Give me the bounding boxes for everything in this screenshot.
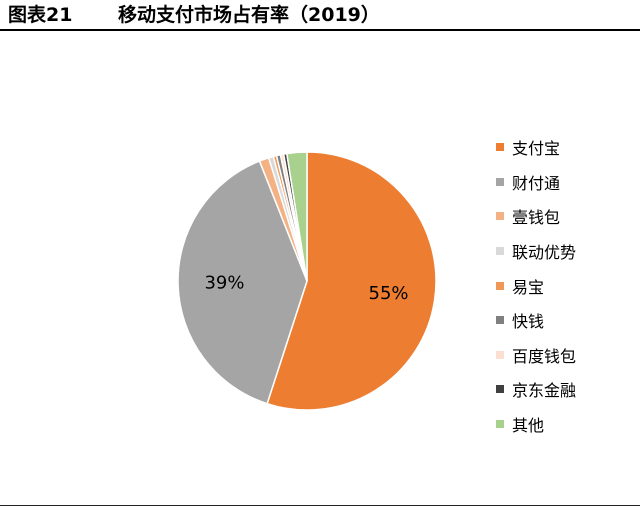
legend-swatch <box>496 281 504 290</box>
pie-slice-1 <box>177 160 308 405</box>
title-rule <box>0 29 640 31</box>
legend-item-3: 联动优势 <box>496 234 576 269</box>
legend-label: 易宝 <box>512 277 545 297</box>
slice-label-1: 39% <box>204 273 244 294</box>
legend: 支付宝财付通壹钱包联动优势易宝快钱百度钱包京东金融其他 <box>496 130 576 441</box>
legend-swatch <box>496 177 504 186</box>
legend-item-4: 易宝 <box>496 268 576 303</box>
pie-labels: 55% 39% <box>204 273 408 304</box>
legend-item-5: 快钱 <box>496 303 576 338</box>
legend-label: 快钱 <box>512 312 545 332</box>
legend-label: 百度钱包 <box>512 346 577 366</box>
figure-number: 图表21 <box>8 4 73 26</box>
legend-label: 其他 <box>512 416 545 436</box>
legend-swatch <box>496 350 504 359</box>
figure-title: 图表21 移动支付市场占有率（2019） <box>8 2 380 28</box>
legend-label: 壹钱包 <box>512 208 561 228</box>
legend-item-1: 财付通 <box>496 165 576 200</box>
legend-item-8: 其他 <box>496 407 576 442</box>
legend-item-2: 壹钱包 <box>496 199 576 234</box>
legend-swatch <box>496 143 504 152</box>
legend-swatch <box>496 385 504 394</box>
legend-item-0: 支付宝 <box>496 130 576 165</box>
legend-label: 支付宝 <box>512 139 561 159</box>
legend-swatch <box>496 212 504 221</box>
legend-label: 联动优势 <box>512 243 577 263</box>
pie-slice-8 <box>285 151 308 282</box>
pie-chart: 55% 39% <box>177 151 437 411</box>
legend-label: 财付通 <box>512 173 561 193</box>
legend-label: 京东金融 <box>512 381 577 401</box>
legend-swatch <box>496 420 504 429</box>
pie-slices <box>177 151 437 411</box>
legend-item-6: 百度钱包 <box>496 338 576 373</box>
chart-title: 移动支付市场占有率（2019） <box>118 4 380 26</box>
legend-item-7: 京东金融 <box>496 372 576 407</box>
bottom-rule <box>0 505 640 506</box>
slice-label-0: 55% <box>369 283 409 304</box>
legend-swatch <box>496 316 504 325</box>
pie-slice-0 <box>266 151 437 411</box>
legend-swatch <box>496 247 504 256</box>
